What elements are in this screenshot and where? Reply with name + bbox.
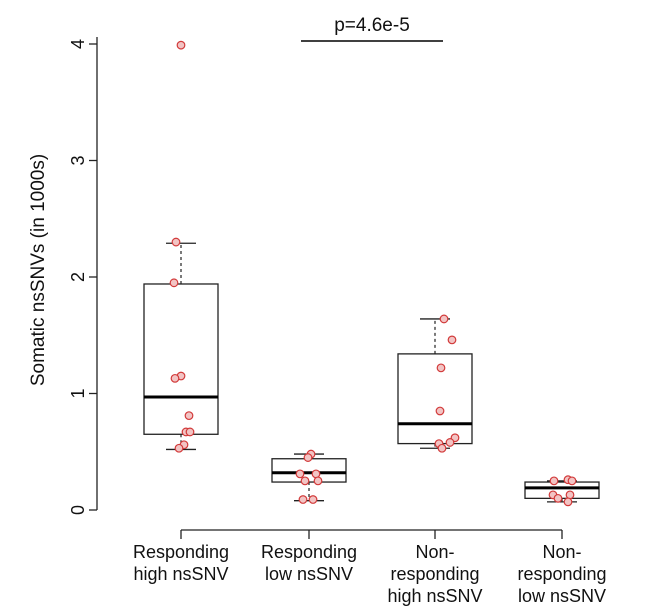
data-point bbox=[300, 476, 310, 486]
y-tick-label: 3 bbox=[68, 155, 88, 165]
data-point bbox=[553, 493, 563, 503]
data-point bbox=[567, 476, 577, 486]
data-point bbox=[169, 278, 179, 288]
x-tick-label: responding bbox=[517, 564, 606, 584]
data-point bbox=[185, 427, 195, 437]
x-tick-label: Responding bbox=[261, 542, 357, 562]
x-tick-label: Non- bbox=[415, 542, 454, 562]
data-point bbox=[439, 314, 449, 324]
significance-annotation: p=4.6e-5 bbox=[301, 15, 443, 42]
data-point bbox=[313, 476, 323, 486]
y-tick-label: 2 bbox=[68, 272, 88, 282]
data-point bbox=[184, 411, 194, 421]
data-point bbox=[563, 497, 573, 507]
x-tick-label: responding bbox=[390, 564, 479, 584]
data-point bbox=[447, 335, 457, 345]
data-point bbox=[436, 363, 446, 373]
data-point-layer bbox=[169, 40, 577, 507]
data-point bbox=[308, 495, 318, 504]
data-point bbox=[295, 469, 305, 479]
data-point bbox=[435, 406, 445, 416]
x-tick-label: Responding bbox=[133, 542, 229, 562]
box-iqr bbox=[524, 481, 600, 500]
box-iqr bbox=[397, 353, 473, 445]
data-point bbox=[176, 40, 186, 50]
p-value-label: p=4.6e-5 bbox=[334, 15, 410, 36]
data-point bbox=[298, 495, 308, 504]
data-point bbox=[303, 453, 313, 462]
x-tick-label: high nsSNV bbox=[387, 586, 482, 606]
data-point bbox=[170, 373, 180, 383]
data-point bbox=[174, 443, 184, 453]
y-axis-label: Somatic nsSNVs (in 1000s) bbox=[28, 154, 49, 386]
box-iqr bbox=[143, 283, 219, 435]
y-tick-label: 1 bbox=[68, 388, 88, 398]
y-tick-label: 4 bbox=[68, 39, 88, 49]
data-point bbox=[437, 443, 447, 453]
x-tick-label: low nsSNV bbox=[265, 564, 353, 584]
x-tick-label: high nsSNV bbox=[133, 564, 228, 584]
box-iqr bbox=[271, 458, 347, 483]
x-tick-label: Non- bbox=[542, 542, 581, 562]
y-axis-ticks: 0 1 2 3 4 bbox=[68, 39, 97, 515]
y-tick-label: 0 bbox=[68, 505, 88, 515]
data-point bbox=[549, 476, 559, 486]
box-group-layer bbox=[143, 242, 600, 503]
x-tick-label: low nsSNV bbox=[518, 586, 606, 606]
data-point bbox=[171, 237, 181, 247]
data-point bbox=[445, 438, 455, 447]
